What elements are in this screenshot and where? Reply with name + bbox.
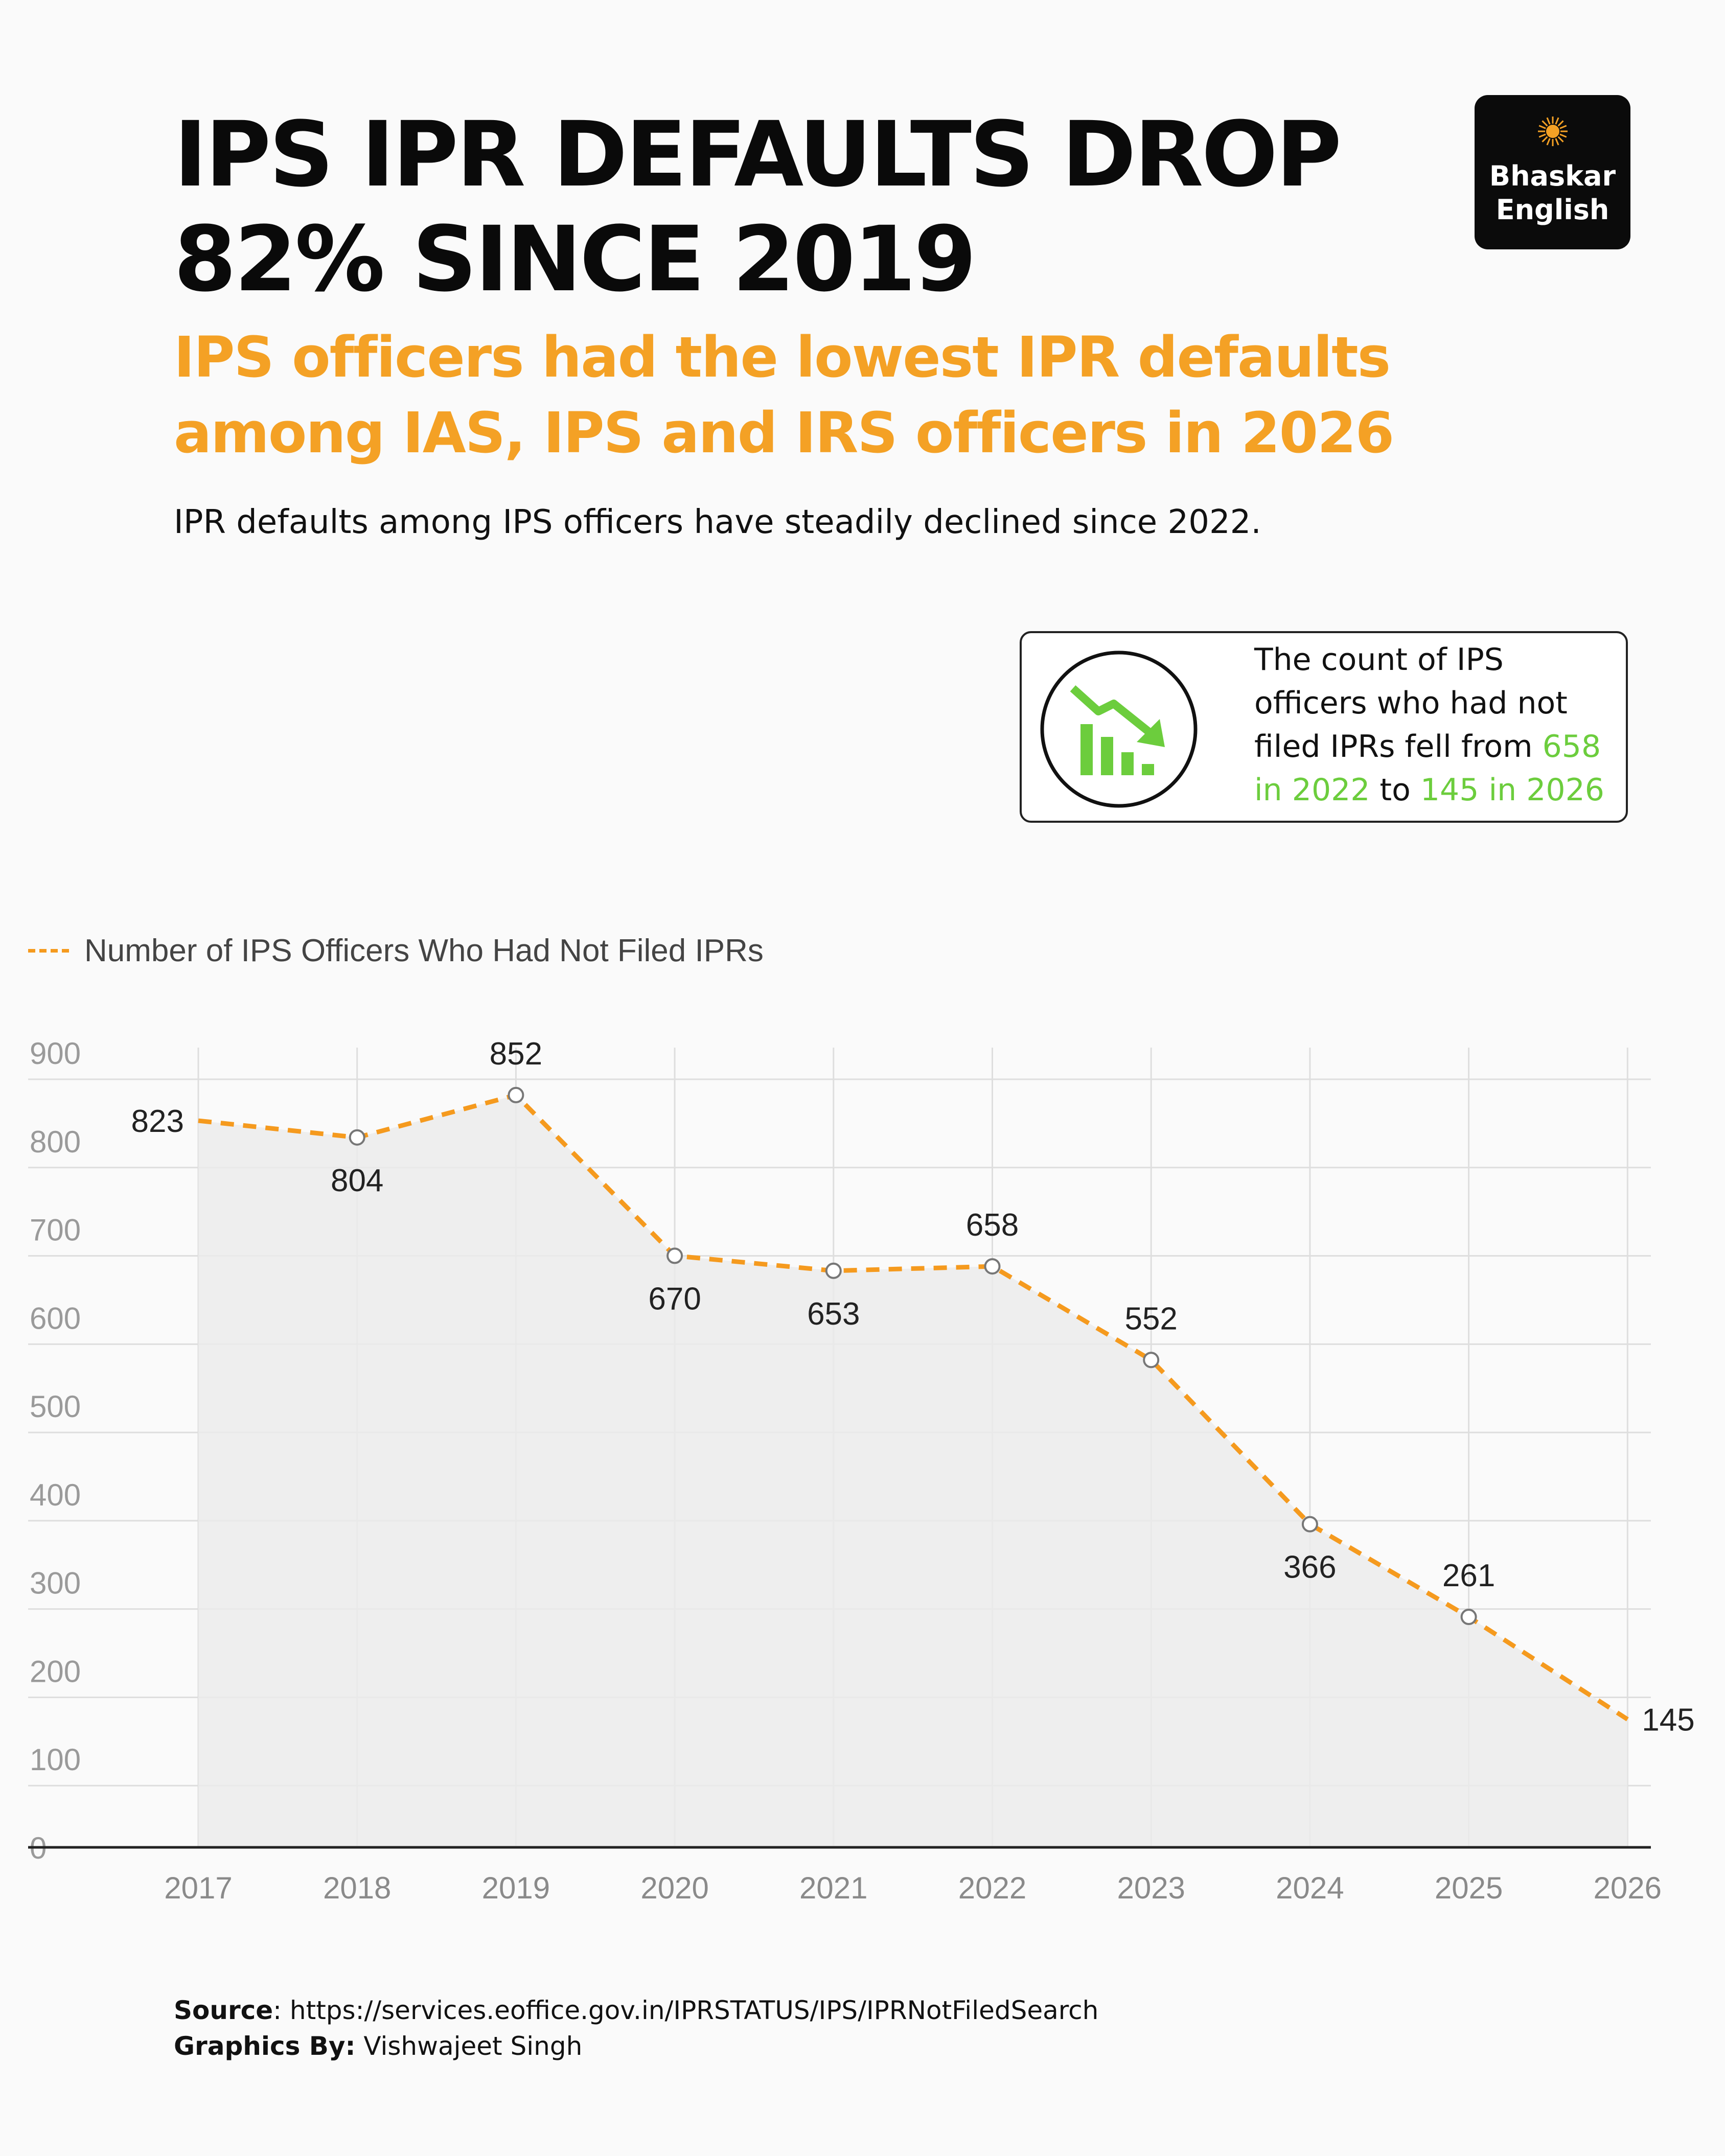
x-tick-label: 2026 (1594, 1871, 1662, 1905)
title-line-2: 82% SINCE 2019 (174, 207, 977, 312)
trend-down-chart-icon (1040, 651, 1198, 808)
source-label: Source (174, 1996, 273, 2025)
x-tick-label: 2021 (799, 1871, 867, 1905)
area-fill (198, 1095, 1628, 1847)
data-point (1301, 1516, 1318, 1533)
data-label: 552 (1124, 1301, 1177, 1336)
data-label: 261 (1442, 1558, 1495, 1593)
x-tick-label: 2019 (482, 1871, 550, 1905)
credit-label: Graphics By: (174, 2031, 356, 2061)
series-line (198, 1093, 1629, 1722)
data-point (666, 1247, 683, 1264)
brand-line-2: English (1496, 194, 1609, 226)
data-label: 366 (1283, 1550, 1336, 1585)
data-point (984, 1258, 1001, 1275)
title-line-1: IPS IPR DEFAULTS DROP (174, 102, 1342, 207)
y-tick-label: 300 (30, 1566, 81, 1601)
y-tick-label: 700 (30, 1213, 81, 1247)
credit-text: Vishwajeet Singh (355, 2031, 583, 2061)
y-tick-label: 600 (30, 1301, 81, 1335)
legend-label: Number of IPS Officers Who Had Not Filed… (84, 933, 764, 968)
brand-line-1: Bhaskar (1489, 160, 1616, 192)
y-tick-label: 400 (30, 1478, 81, 1512)
credit-line: Graphics By: Vishwajeet Singh (174, 2031, 582, 2061)
callout-text-a: The count of IPS officers who had not fi… (1254, 642, 1568, 764)
data-label: 804 (331, 1163, 383, 1198)
source-line: Source: https://services.eoffice.gov.in/… (174, 1996, 1098, 2025)
y-tick-label: 200 (30, 1654, 81, 1688)
callout-text-b: to (1370, 772, 1420, 808)
x-tick-label: 2020 (640, 1871, 708, 1905)
data-point (508, 1086, 524, 1103)
brand-name: Bhaskar English (1475, 159, 1630, 227)
callout-highlight-start: 658 in 2022 (1254, 729, 1601, 808)
y-tick-label: 900 (30, 1036, 81, 1071)
x-tick-label: 2025 (1435, 1871, 1503, 1905)
page-subtitle: IPS officers had the lowest IPR defaults… (174, 319, 1452, 471)
data-label: 670 (648, 1281, 701, 1316)
subtitle-line-2: among IAS, IPS and IRS officers in 2026 (174, 400, 1394, 466)
callout-box: The count of IPS officers who had not fi… (1020, 631, 1628, 823)
data-label: 653 (807, 1296, 860, 1332)
x-tick-label: 2018 (323, 1871, 391, 1905)
data-point (1460, 1609, 1477, 1626)
x-tick-label: 2022 (958, 1871, 1026, 1905)
data-label: 823 (131, 1104, 184, 1139)
data-point (349, 1129, 365, 1146)
page-title: IPS IPR DEFAULTS DROP 82% SINCE 2019 (174, 102, 1452, 312)
subtitle-line-1: IPS officers had the lowest IPR defaults (174, 324, 1391, 390)
data-label: 658 (966, 1208, 1019, 1243)
y-tick-label: 100 (30, 1743, 81, 1777)
source-text: : https://services.eoffice.gov.in/IPRSTA… (273, 1996, 1099, 2025)
y-tick-label: 800 (30, 1125, 81, 1159)
legend-swatch (28, 949, 69, 953)
x-tick-label: 2024 (1276, 1871, 1344, 1905)
brand-logo[interactable]: Bhaskar English (1475, 95, 1630, 249)
lede-text: IPR defaults among IPS officers have ste… (174, 503, 1261, 541)
data-point (825, 1262, 842, 1279)
y-tick-label: 500 (30, 1389, 81, 1424)
x-tick-label: 2017 (164, 1871, 232, 1905)
callout-highlight-end: 145 in 2026 (1420, 772, 1604, 808)
data-label: 852 (490, 1036, 542, 1072)
callout-text: The count of IPS officers who had not fi… (1254, 638, 1622, 812)
data-point (1143, 1352, 1160, 1369)
chart-legend: Number of IPS Officers Who Had Not Filed… (28, 933, 764, 969)
data-label: 145 (1642, 1702, 1694, 1737)
x-tick-label: 2023 (1117, 1871, 1185, 1905)
sun-icon (1538, 117, 1568, 146)
